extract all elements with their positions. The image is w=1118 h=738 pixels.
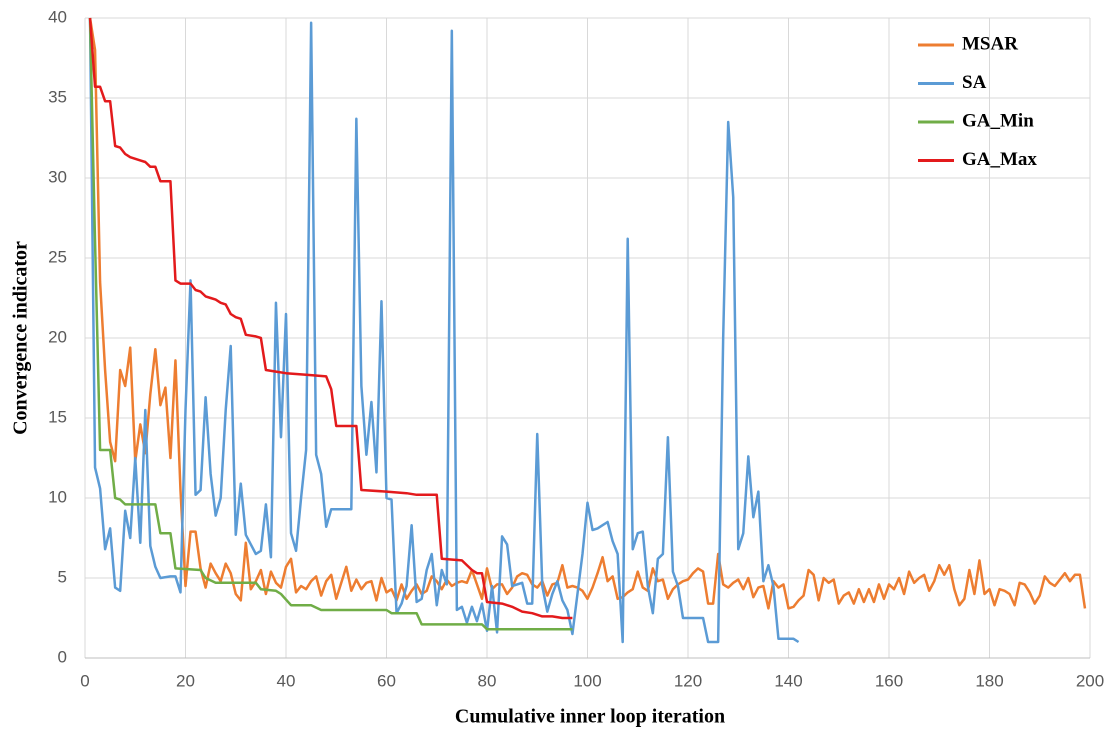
legend-label: MSAR — [962, 33, 1018, 54]
y-tick-label: 10 — [48, 487, 67, 506]
legend-label: SA — [962, 72, 987, 93]
data-line — [88, 17, 573, 620]
x-tick-label: 140 — [774, 671, 802, 690]
legend-label: GA_Max — [962, 149, 1037, 170]
x-tick-label: 180 — [975, 671, 1003, 690]
y-tick-label: 25 — [48, 247, 67, 266]
y-tick-label: 40 — [48, 7, 67, 26]
data-line — [88, 17, 1087, 610]
x-tick-label: 120 — [674, 671, 702, 690]
x-tick-label: 20 — [176, 671, 195, 690]
y-tick-label: 0 — [58, 647, 67, 666]
y-tick-label: 15 — [48, 407, 67, 426]
x-tick-label: 0 — [80, 671, 89, 690]
y-axis-label: Convergence indicator — [10, 241, 32, 435]
data-line — [88, 17, 573, 631]
y-tick-label: 20 — [48, 327, 67, 346]
y-tick-label: 30 — [48, 167, 67, 186]
y-tick-label: 35 — [48, 87, 67, 106]
data-line — [88, 17, 800, 644]
x-axis-label: Cumulative inner loop iteration — [455, 706, 725, 728]
x-tick-label: 80 — [478, 671, 497, 690]
legend-label: GA_Min — [962, 110, 1034, 131]
x-tick-label: 200 — [1076, 671, 1104, 690]
x-tick-label: 40 — [277, 671, 296, 690]
x-tick-label: 100 — [573, 671, 601, 690]
x-tick-label: 60 — [377, 671, 396, 690]
y-tick-label: 5 — [58, 567, 67, 586]
x-tick-label: 160 — [875, 671, 903, 690]
